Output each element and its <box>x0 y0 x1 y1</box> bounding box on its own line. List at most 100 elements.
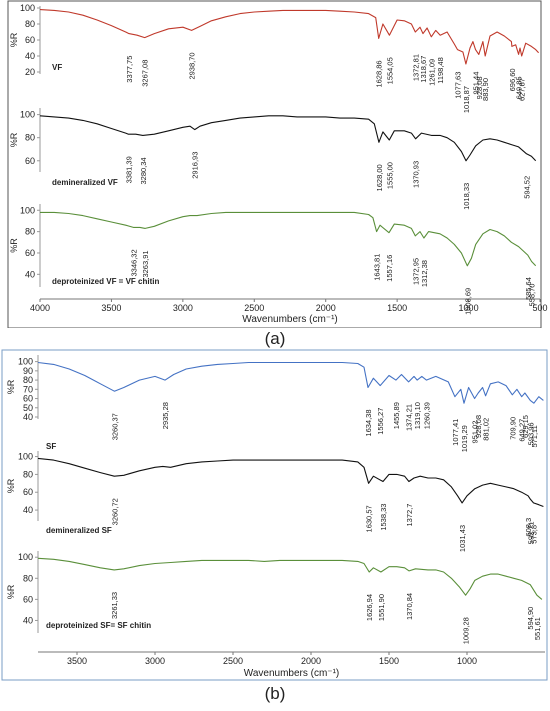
peak-label: 1198,48 <box>436 57 445 84</box>
y-tick-label: 80 <box>23 573 33 583</box>
x-tick-label: 1500 <box>387 303 407 313</box>
peak-label: 3381,39 <box>124 156 133 183</box>
spectrum-line <box>39 115 537 162</box>
y-tick-label: 60 <box>25 248 35 258</box>
y-tick-label: 40 <box>23 505 33 515</box>
peak-label: 928,08 <box>475 76 484 99</box>
x-tick-label: 2500 <box>223 656 243 666</box>
peak-label: 558,70 <box>528 284 537 307</box>
y-axis-label: %R <box>9 32 19 47</box>
peak-label: 573,8 <box>529 525 538 544</box>
series-name: demineralized SF <box>46 526 112 535</box>
peak-label: 1628,00 <box>375 164 384 191</box>
y-tick-label: 80 <box>23 375 33 385</box>
peak-label: 629,15 <box>521 415 530 438</box>
peak-label: 3261,33 <box>110 592 119 619</box>
peak-label: 608,3 <box>524 518 533 537</box>
y-tick-label: 60 <box>23 594 33 604</box>
y-tick-label: 40 <box>25 269 35 279</box>
peak-label: 709,90 <box>508 417 517 440</box>
peak-label: 3346,32 <box>129 249 138 276</box>
peak-label: 1556,27 <box>376 408 385 435</box>
peak-label: 2916,93 <box>191 152 200 179</box>
peak-label: 1019,29 <box>460 425 469 452</box>
peak-label: 3267,08 <box>141 60 150 87</box>
peak-label: 2938,70 <box>188 52 197 79</box>
peak-label: 571,11 <box>530 425 539 447</box>
y-axis-label: %R <box>6 584 16 599</box>
y-tick-label: 100 <box>18 552 33 562</box>
caption-a: (a) <box>264 329 286 348</box>
peak-label: 1008,69 <box>463 288 472 315</box>
y-tick-label: 40 <box>25 51 35 61</box>
x-axis-label: Wavenumbers (cm⁻¹) <box>242 314 337 325</box>
x-tick-label: 3500 <box>101 303 121 313</box>
peak-label: 951,02 <box>471 421 480 444</box>
peak-label: 1551,90 <box>377 594 386 621</box>
y-tick-label: 40 <box>23 615 33 625</box>
peak-label: 881,02 <box>482 418 491 441</box>
peak-label: 1370,84 <box>405 593 414 620</box>
y-tick-label: 60 <box>25 156 35 166</box>
x-tick-label: 1000 <box>459 303 479 313</box>
y-tick-label: 100 <box>20 205 35 215</box>
x-tick-label: 2000 <box>301 656 321 666</box>
peak-label: 3263,91 <box>141 250 150 277</box>
spectrum-line <box>37 457 544 508</box>
series-name: VF <box>52 63 62 72</box>
spectrum-line <box>37 557 543 600</box>
y-tick-label: 20 <box>25 67 35 77</box>
y-tick-label: 70 <box>23 384 33 394</box>
peak-label: 649,85 <box>515 76 524 99</box>
x-tick-label: 1500 <box>379 656 399 666</box>
peak-label: 1630,57 <box>365 505 374 532</box>
y-tick-label: 100 <box>20 3 35 13</box>
peak-label: 928,08 <box>474 415 483 438</box>
y-tick-label: 80 <box>23 469 33 479</box>
y-tick-label: 60 <box>25 35 35 45</box>
peak-label: 1372,95 <box>411 258 420 285</box>
peak-label: 1557,16 <box>385 255 394 282</box>
peak-label: 1318,67 <box>419 56 428 83</box>
chart-frame <box>1 349 548 681</box>
peak-label: 1372,81 <box>411 54 420 81</box>
peak-label: 594,90 <box>526 607 535 630</box>
y-tick-label: 40 <box>23 412 33 422</box>
peak-label: 1374,21 <box>405 404 414 431</box>
peak-label: 1538,33 <box>379 504 388 531</box>
peak-label: 3377,75 <box>125 56 134 83</box>
peak-label: 951,44 <box>472 72 481 95</box>
peak-label: 1312,38 <box>420 260 429 287</box>
panel-b: 3500 3000 2500 2000 1500 1000 Wavenumbers (cm⁻… <box>0 345 550 683</box>
chart-a: 4000 3500 3000 2500 2000 1500 1000 500 Wavenumbe… <box>7 0 548 328</box>
x-axis-label: Wavenumbers (cm⁻¹) <box>244 668 339 679</box>
peak-label: 1626,94 <box>365 594 374 621</box>
peak-label: 1554,05 <box>385 57 394 84</box>
x-tick-label: 3000 <box>145 656 165 666</box>
y-tick-label: 80 <box>25 227 35 237</box>
peak-label: 2935,28 <box>161 402 170 429</box>
series-name: demineralized VF <box>52 178 118 187</box>
x-tick-label: 3500 <box>67 656 87 666</box>
x-tick-label: 4000 <box>30 303 50 313</box>
peak-label: 1555,00 <box>385 162 394 189</box>
y-tick-label: 80 <box>25 19 35 29</box>
y-tick-label: 90 <box>23 366 33 376</box>
series-name: SF <box>46 442 56 451</box>
peak-label: 1009,28 <box>462 617 471 644</box>
peak-label: 649,27 <box>518 419 527 442</box>
spectrum-line <box>37 361 544 404</box>
x-tick-label: 1000 <box>457 656 477 666</box>
peak-label: 696,60 <box>508 68 517 91</box>
y-axis-label: %R <box>6 379 16 394</box>
x-tick-label: 2000 <box>316 303 336 313</box>
y-tick-label: 60 <box>23 487 33 497</box>
y-axis-label: %R <box>9 238 19 253</box>
y-tick-label: 100 <box>20 110 35 120</box>
series-name: deproteinized VF = VF chitin <box>52 277 159 286</box>
peak-label: 1455,89 <box>392 402 401 429</box>
peak-label: 551,61 <box>533 617 542 640</box>
peak-label: 585,64 <box>524 277 533 300</box>
peak-label: 592,71 <box>527 521 536 544</box>
y-tick-label: 80 <box>25 133 35 143</box>
